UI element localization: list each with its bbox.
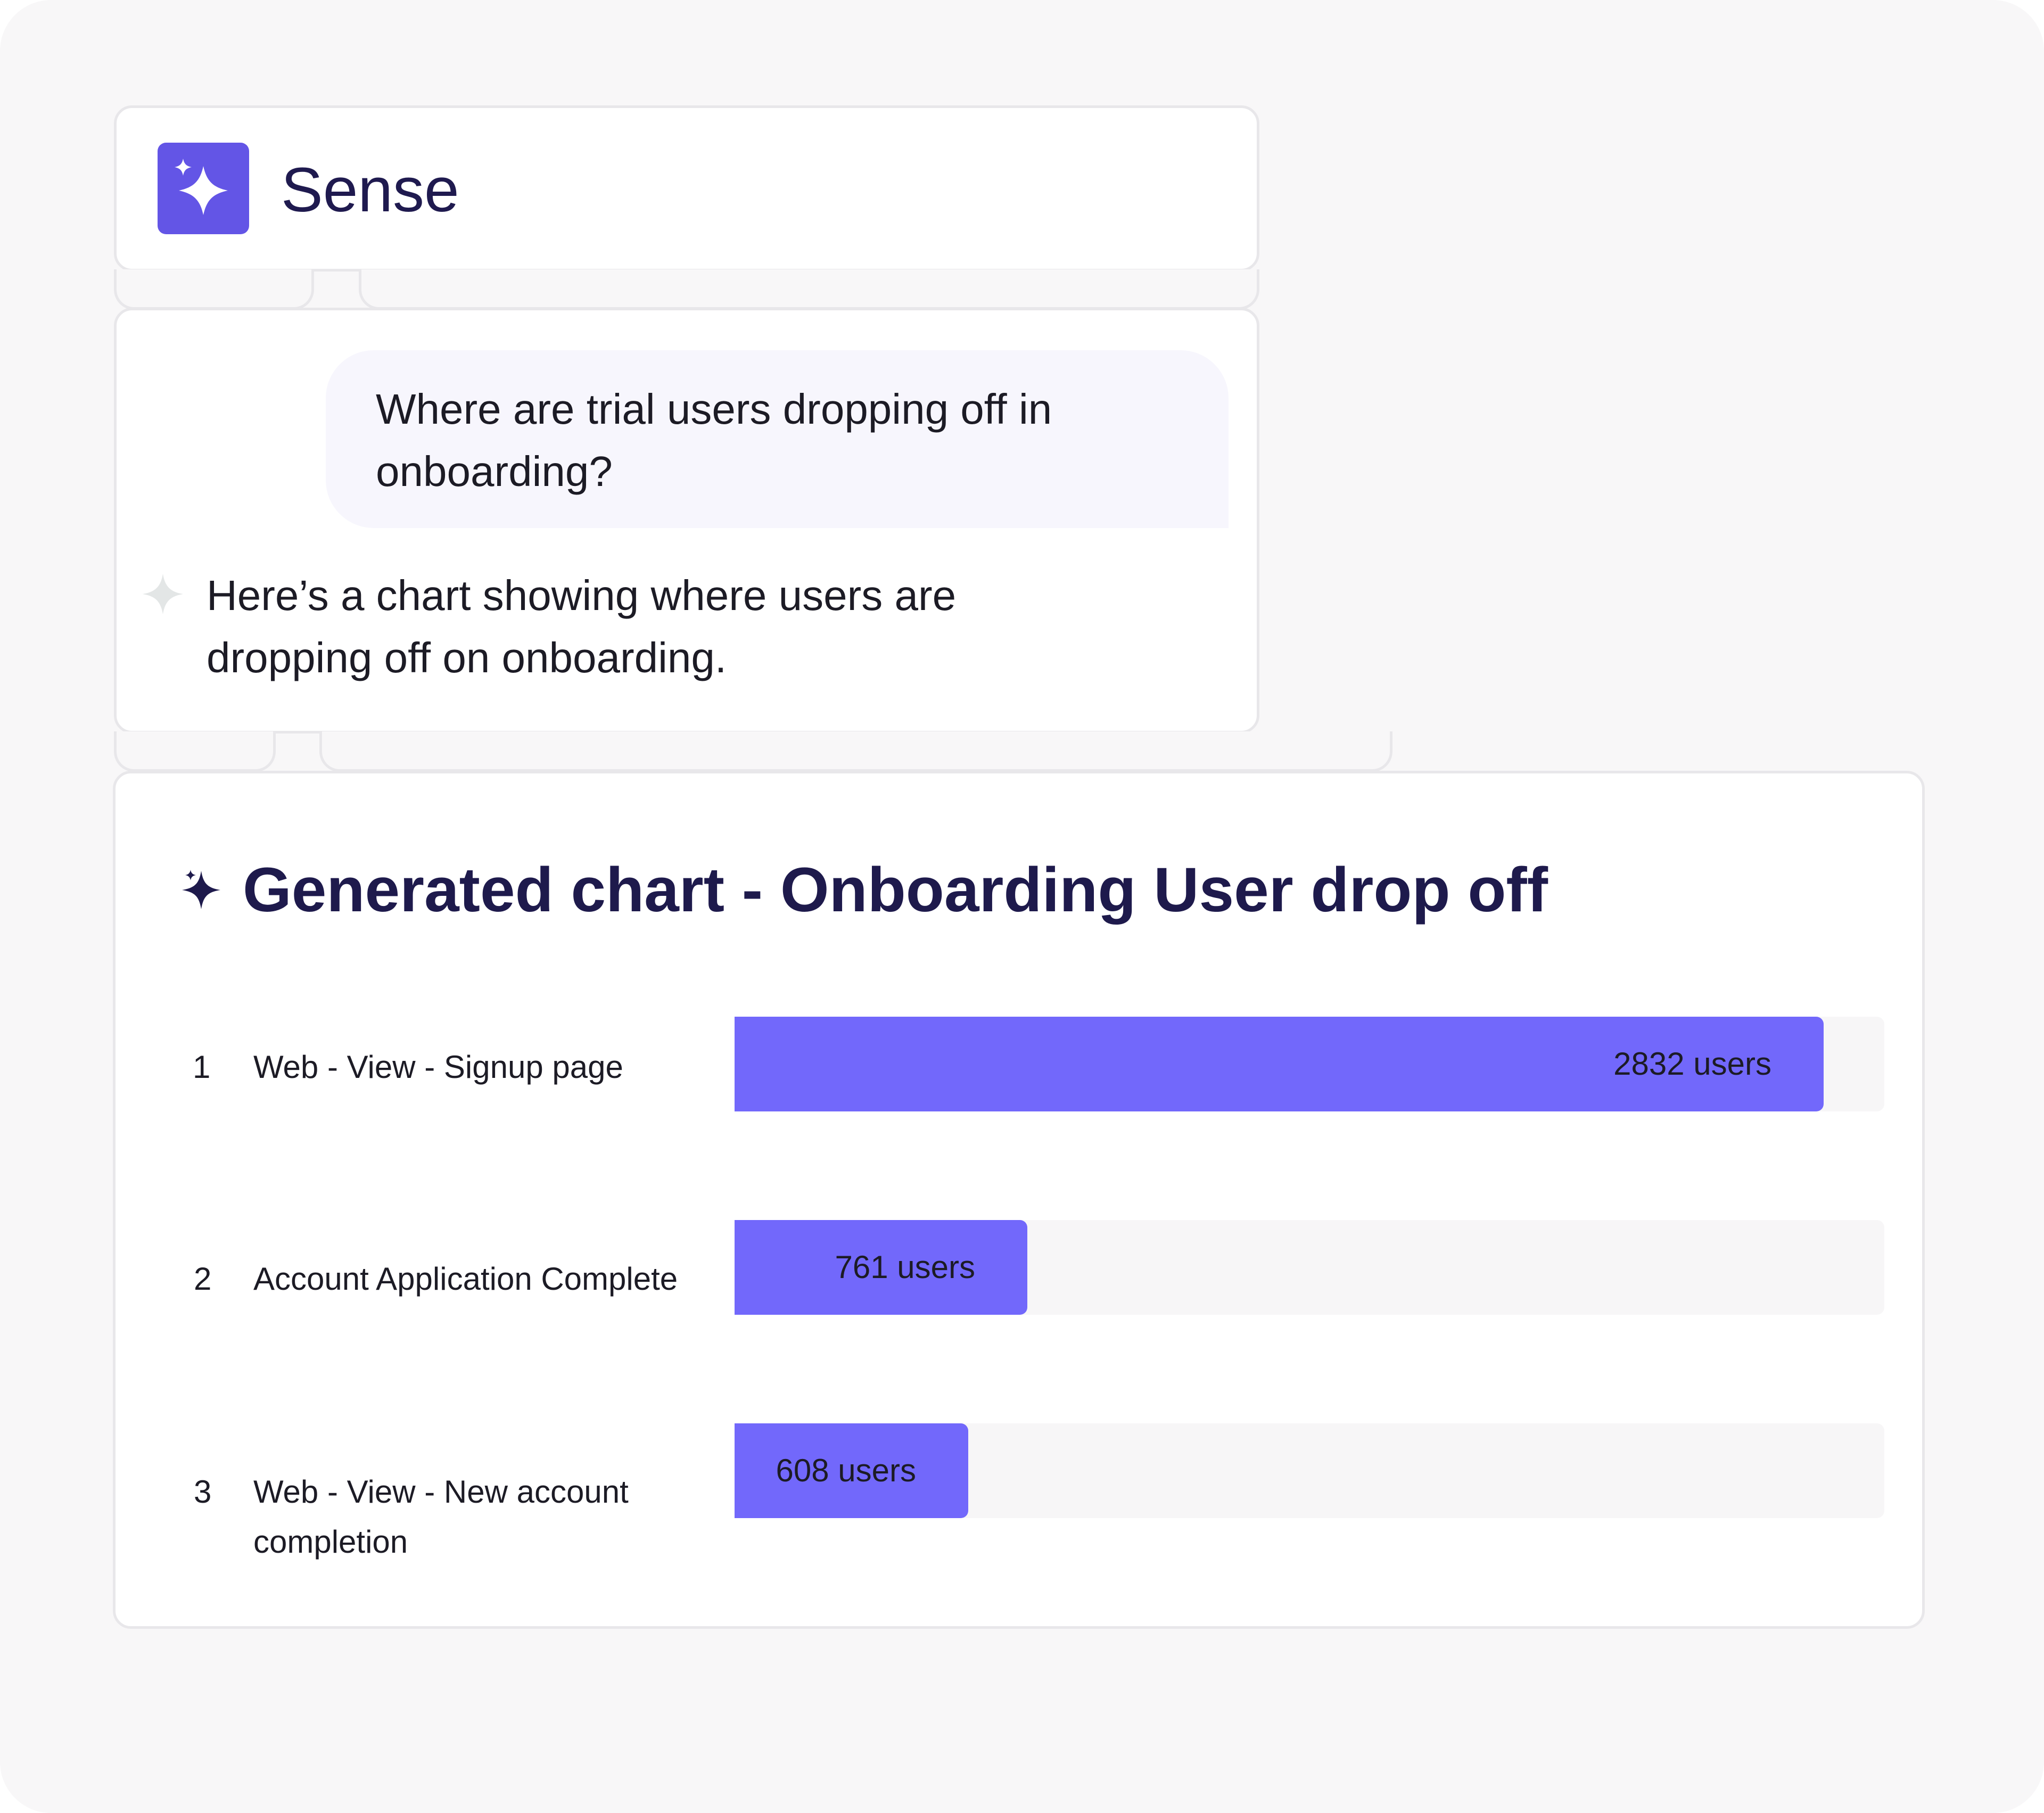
card-connector — [359, 269, 1259, 310]
sparkle-icon — [175, 159, 228, 215]
row-index: 3 — [194, 1474, 212, 1510]
bar-track: 761 users — [735, 1220, 1884, 1315]
bar: 761 users — [735, 1220, 1027, 1315]
app-logo — [158, 143, 249, 234]
bar-track: 2832 users — [735, 1017, 1884, 1111]
category-label: Account Application Complete — [253, 1261, 678, 1297]
bar-value-label: 2832 users — [1613, 1046, 1771, 1082]
category-label: Web - View - Signup page — [253, 1049, 623, 1085]
app-header-card — [114, 105, 1259, 271]
chart-title: Generated chart - Onboarding User drop o… — [243, 855, 1548, 925]
row-index: 2 — [194, 1261, 212, 1297]
bar-track: 608 users — [735, 1423, 1884, 1518]
app-title: Sense — [281, 155, 459, 225]
assistant-sparkle-icon — [143, 574, 183, 614]
bar: 608 users — [735, 1423, 968, 1518]
card-connector — [114, 269, 314, 310]
bar-value-label: 608 users — [776, 1453, 917, 1488]
card-connector — [114, 731, 276, 772]
category-label: Web - View - New account completion — [253, 1474, 629, 1560]
row-index: 1 — [193, 1049, 211, 1085]
user-message-text: Where are trial users dropping off in on… — [376, 385, 1052, 495]
user-message-bubble: Where are trial users dropping off in on… — [326, 350, 1229, 528]
bar: 2832 users — [735, 1017, 1824, 1111]
assistant-message-text: Here’s a chart showing where users are d… — [207, 572, 957, 681]
chart-sparkle-icon — [182, 870, 220, 909]
bar-value-label: 761 users — [835, 1249, 976, 1285]
card-connector — [319, 731, 1392, 772]
